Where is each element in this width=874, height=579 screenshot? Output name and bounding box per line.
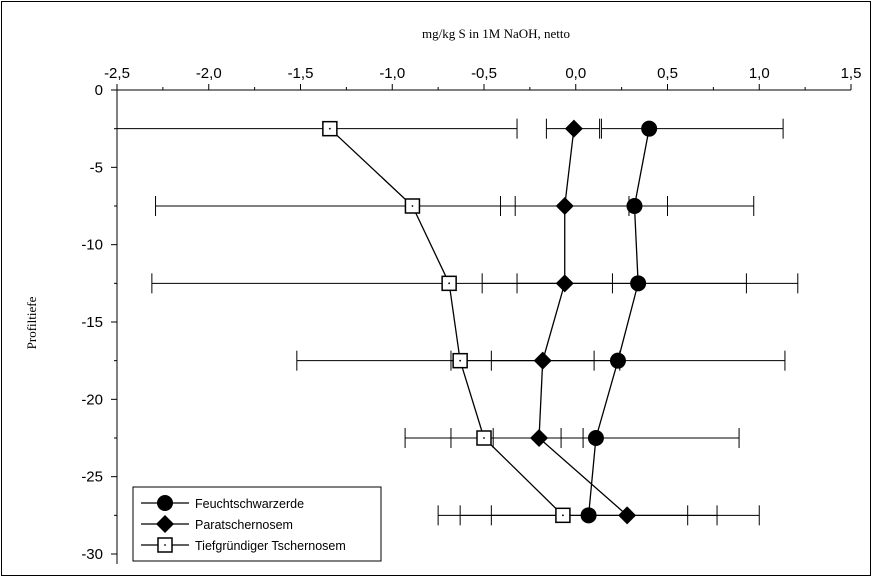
plot-area <box>116 118 799 526</box>
marker-center-dot <box>483 437 485 439</box>
y-tick-label: -15 <box>81 314 103 331</box>
series-errorbars-2 <box>116 118 747 526</box>
y-tick-label: -25 <box>81 469 103 486</box>
y-tick-label: -20 <box>81 391 103 408</box>
x-tick-label: 1,5 <box>841 65 862 82</box>
marker-center-dot <box>562 514 564 517</box>
data-point <box>564 119 583 138</box>
x-axis-title: mg/kg S in 1M NaOH, netto <box>422 26 570 41</box>
series-errorbars-0 <box>450 118 799 526</box>
legend-label: Tiefgründiger Tschernosem <box>195 539 346 553</box>
legend-marker <box>156 515 174 533</box>
data-point <box>618 506 637 525</box>
data-point <box>555 197 574 215</box>
y-axis-title: Profiltiefe <box>24 296 39 349</box>
x-tick-label: 1,0 <box>749 65 770 82</box>
series-line-2 <box>329 128 564 516</box>
marker-center-dot <box>459 359 462 362</box>
data-point <box>630 275 647 292</box>
y-tick-label: -10 <box>81 237 103 254</box>
x-tick-label: -2,5 <box>104 65 130 82</box>
legend-marker-2 <box>157 537 173 553</box>
data-point <box>609 352 626 369</box>
series-markers-0 <box>580 120 658 524</box>
marker-center-dot <box>448 282 451 285</box>
x-tick-label: -1,5 <box>288 65 314 82</box>
legend-marker-1 <box>156 515 174 533</box>
legend-marker <box>157 495 173 511</box>
x-tick-label: 0,0 <box>565 65 586 82</box>
y-tick-label: -5 <box>90 159 103 176</box>
x-tick-label: 0,5 <box>657 65 678 82</box>
y-tick-label: -30 <box>81 546 103 563</box>
legend-label: Feuchtschwarzerde <box>195 497 304 511</box>
series-errorbars-1 <box>459 118 760 526</box>
legend-marker-0 <box>157 495 173 511</box>
legend-label: Paratschernosem <box>195 518 293 532</box>
data-point <box>641 120 658 137</box>
marker-center-dot <box>328 127 331 130</box>
series-line-0 <box>587 128 650 516</box>
marker-center-dot <box>164 544 166 546</box>
axes: -2,5 -2,0 -1,5 -1,0 -0,5 0,0 0,5 1,0 1,5 0 -5 -10 -1… <box>81 65 861 564</box>
data-point <box>555 274 574 293</box>
series-markers-1 <box>530 119 637 525</box>
x-tick-label: -2,0 <box>196 65 222 82</box>
data-point <box>580 507 597 524</box>
x-tick-label: -1,0 <box>379 65 405 82</box>
x-tick-label: -0,5 <box>471 65 497 82</box>
legend: Feuchtschwarzerde Paratschernosem Tiefgrün… <box>132 486 382 562</box>
marker-center-dot <box>411 205 414 207</box>
y-tick-label: 0 <box>95 82 103 99</box>
data-point <box>626 198 643 214</box>
series-markers-2 <box>322 120 571 524</box>
data-point <box>533 351 552 370</box>
data-point <box>530 429 549 447</box>
data-point <box>587 430 604 446</box>
series-line-1 <box>538 128 628 516</box>
